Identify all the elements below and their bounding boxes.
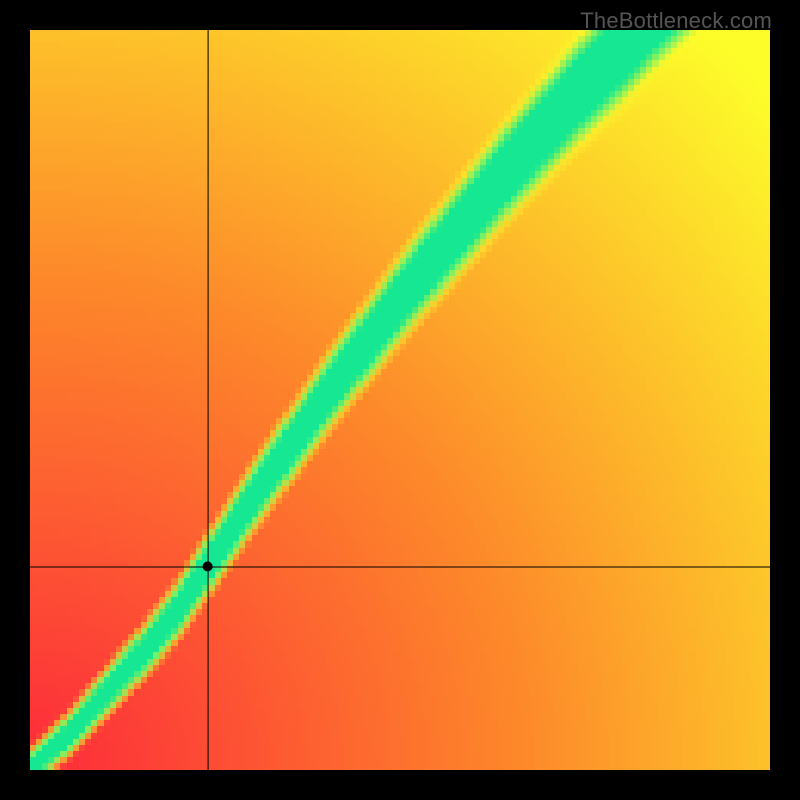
heatmap-panel (30, 30, 770, 770)
watermark-text: TheBottleneck.com (580, 8, 772, 34)
chart-container: TheBottleneck.com (0, 0, 800, 800)
bottleneck-heatmap (30, 30, 770, 770)
